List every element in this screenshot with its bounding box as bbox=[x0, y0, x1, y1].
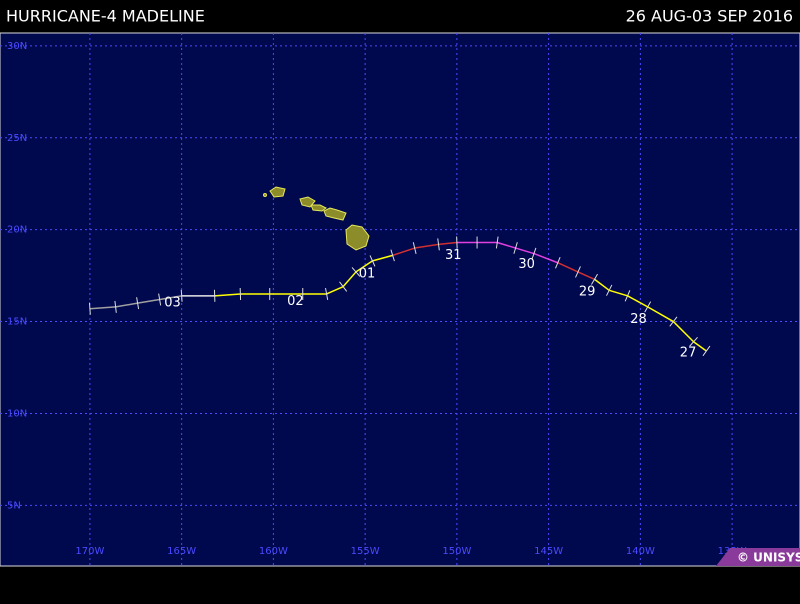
credit-badge: © UNISYS bbox=[716, 548, 800, 566]
lon-label: 170W bbox=[75, 546, 104, 557]
lat-label: 25N bbox=[7, 133, 27, 144]
credit: © UNISYS bbox=[737, 551, 800, 565]
lon-label: 145W bbox=[534, 546, 563, 557]
day-label: 02 bbox=[287, 294, 304, 309]
day-label: 01 bbox=[359, 266, 376, 281]
day-label: 29 bbox=[579, 285, 596, 300]
lon-label: 150W bbox=[442, 546, 471, 557]
lat-label: 20N bbox=[7, 225, 27, 236]
day-label: 28 bbox=[630, 312, 647, 327]
lon-label: 155W bbox=[351, 546, 380, 557]
day-label: 03 bbox=[164, 296, 181, 311]
lon-label: 165W bbox=[167, 546, 196, 557]
title: HURRICANE-4 MADELINE bbox=[6, 7, 205, 26]
lat-label: 30N bbox=[7, 41, 27, 52]
lon-label: 160W bbox=[259, 546, 288, 557]
lon-label: 140W bbox=[626, 546, 655, 557]
lat-label: 15N bbox=[7, 317, 27, 328]
day-label: 31 bbox=[445, 248, 462, 263]
lat-label: 10N bbox=[7, 408, 27, 419]
track-tick bbox=[457, 237, 458, 249]
dates: 26 AUG-03 SEP 2016 bbox=[626, 7, 793, 26]
day-label: 27 bbox=[680, 345, 697, 360]
ocean bbox=[0, 33, 800, 566]
lat-label: 5N bbox=[7, 500, 21, 511]
day-label: 30 bbox=[518, 257, 535, 272]
island bbox=[264, 194, 267, 197]
